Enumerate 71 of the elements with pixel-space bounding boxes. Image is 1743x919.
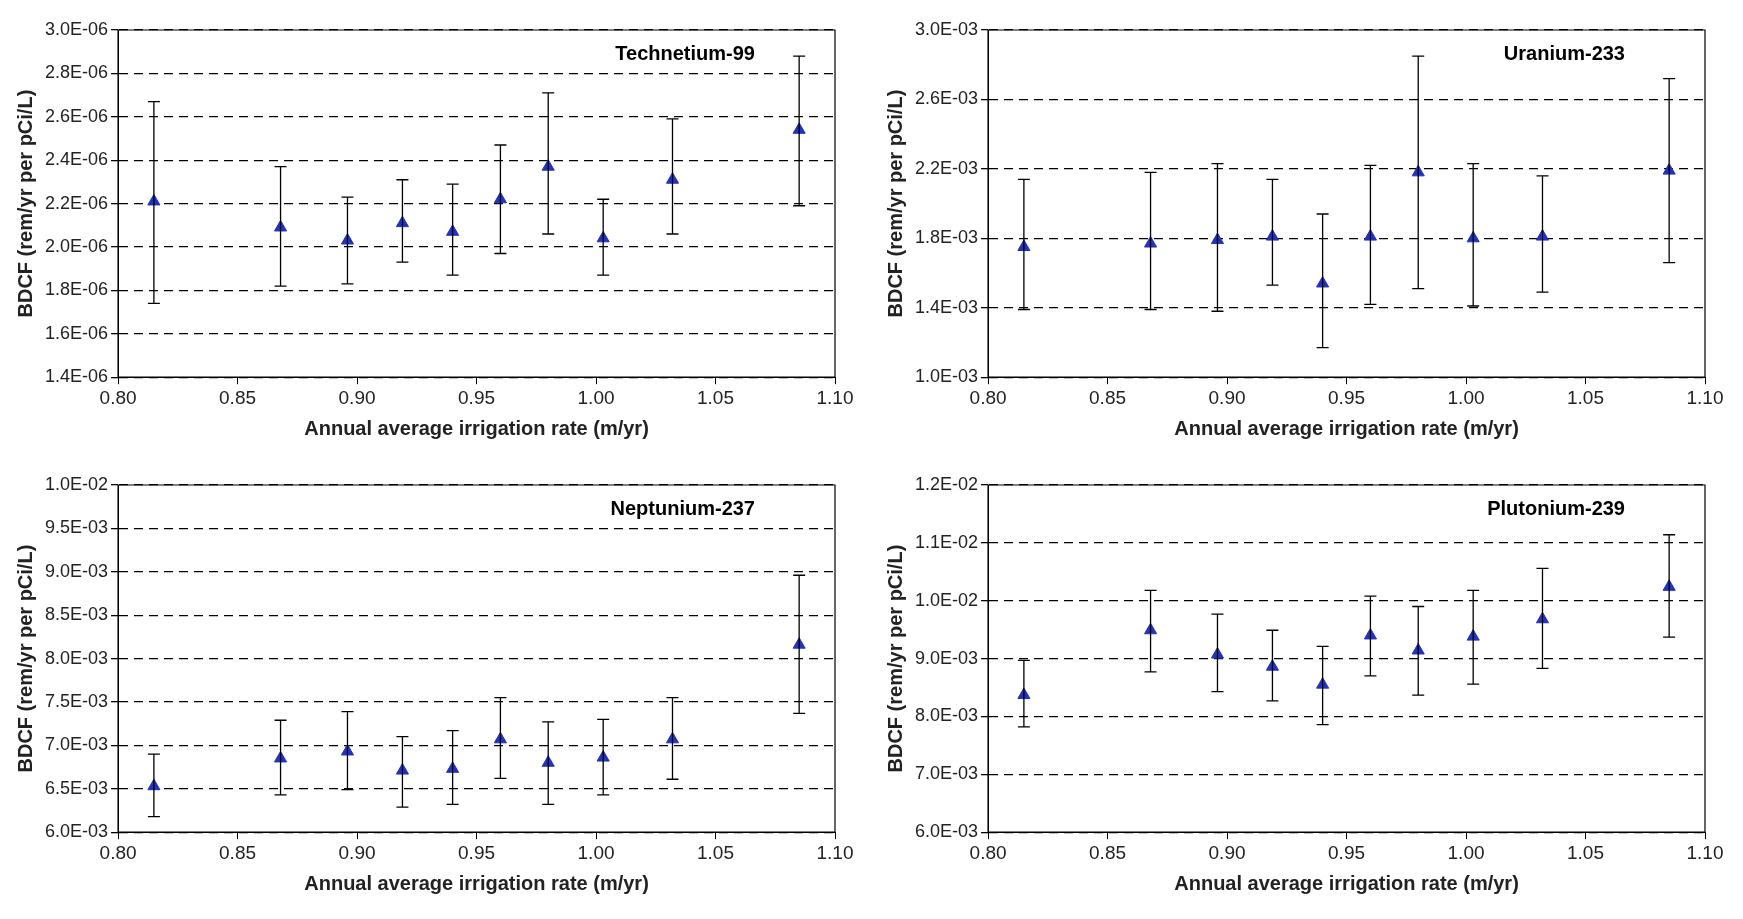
x-tick-label: 1.00: [1447, 841, 1485, 863]
x-tick-label: 0.85: [1089, 386, 1127, 408]
text: Plutonium-239: [1487, 496, 1625, 519]
x-tick-label: 1.05: [697, 841, 734, 863]
x-tick-label: 0.95: [1328, 841, 1366, 863]
text: Technetium-99: [615, 41, 755, 64]
y-axis-title: BDCF (rem/yr per pCi/L): [13, 544, 36, 773]
y-tick-label: 1.4E-06: [45, 366, 109, 387]
x-tick-label: 0.85: [219, 386, 257, 408]
y-tick-label: 1.8E-06: [45, 279, 109, 300]
y-tick-label: 2.0E-06: [45, 235, 109, 256]
x-tick-label: 0.90: [1208, 841, 1246, 863]
x-tick-label: 0.80: [969, 841, 1007, 863]
y-tick-label: 8.0E-03: [45, 647, 109, 668]
y-tick-label: 2.8E-06: [45, 62, 109, 83]
x-tick-label: 0.85: [1089, 841, 1127, 863]
x-tick-label: 0.95: [458, 386, 496, 408]
y-tick-label: 7.0E-03: [915, 763, 979, 784]
x-tick-label: 0.80: [969, 386, 1007, 408]
x-tick-label: 0.85: [219, 841, 257, 863]
x-tick-label: 1.05: [1567, 841, 1604, 863]
y-tick-label: 6.5E-03: [45, 777, 109, 798]
text: Neptunium-237: [610, 496, 755, 519]
y-tick-label: 2.6E-03: [915, 88, 979, 109]
x-axis-title: Annual average irrigation rate (m/yr): [304, 871, 649, 894]
y-tick-label: 1.0E-02: [915, 589, 979, 610]
x-tick-label: 1.00: [577, 841, 615, 863]
y-tick-label: 6.0E-03: [915, 821, 979, 842]
x-tick-label: 1.10: [1686, 841, 1724, 863]
y-tick-label: 7.5E-03: [45, 690, 109, 711]
x-tick-label: 0.90: [1208, 386, 1246, 408]
y-tick-label: 1.4E-03: [915, 296, 979, 317]
y-tick-label: 8.5E-03: [45, 604, 109, 625]
y-tick-label: 1.0E-03: [915, 366, 979, 387]
x-tick-label: 1.00: [1447, 386, 1485, 408]
y-tick-label: 6.0E-03: [45, 821, 109, 842]
y-tick-label: 2.2E-03: [915, 157, 979, 178]
x-tick-label: 0.95: [1328, 386, 1366, 408]
y-tick-label: 1.2E-02: [915, 473, 979, 494]
x-tick-label: 0.95: [458, 841, 496, 863]
y-tick-label: 3.0E-03: [915, 18, 979, 39]
x-tick-label: 1.05: [697, 386, 734, 408]
y-tick-label: 2.6E-06: [45, 105, 109, 126]
y-tick-label: 8.0E-03: [915, 705, 979, 726]
y-tick-label: 1.6E-06: [45, 322, 109, 343]
x-axis-title: Annual average irrigation rate (m/yr): [1174, 416, 1519, 439]
y-axis-title: BDCF (rem/yr per pCi/L): [13, 89, 36, 318]
x-tick-label: 0.90: [338, 841, 376, 863]
y-tick-label: 1.1E-02: [915, 531, 979, 552]
x-tick-label: 1.10: [816, 841, 854, 863]
x-axis-title: Annual average irrigation rate (m/yr): [1174, 871, 1519, 894]
y-tick-label: 2.4E-06: [45, 149, 109, 170]
y-axis-title: BDCF (rem/yr per pCi/L): [883, 89, 906, 318]
x-tick-label: 1.10: [1686, 386, 1724, 408]
x-tick-label: 1.10: [816, 386, 854, 408]
x-tick-label: 0.90: [338, 386, 376, 408]
y-tick-label: 1.0E-02: [45, 473, 109, 494]
x-axis-title: Annual average irrigation rate (m/yr): [304, 416, 649, 439]
y-axis-title: BDCF (rem/yr per pCi/L): [883, 544, 906, 773]
y-tick-label: 2.2E-06: [45, 192, 109, 213]
x-tick-label: 0.80: [99, 386, 137, 408]
x-tick-label: 0.80: [99, 841, 137, 863]
y-tick-label: 9.0E-03: [915, 647, 979, 668]
y-tick-label: 1.8E-03: [915, 227, 979, 248]
y-tick-label: 7.0E-03: [45, 734, 109, 755]
x-tick-label: 1.05: [1567, 386, 1604, 408]
y-tick-label: 9.5E-03: [45, 517, 109, 538]
y-tick-label: 3.0E-06: [45, 18, 109, 39]
y-tick-label: 9.0E-03: [45, 560, 109, 581]
text: Uranium-233: [1503, 41, 1625, 64]
x-tick-label: 1.00: [577, 386, 615, 408]
